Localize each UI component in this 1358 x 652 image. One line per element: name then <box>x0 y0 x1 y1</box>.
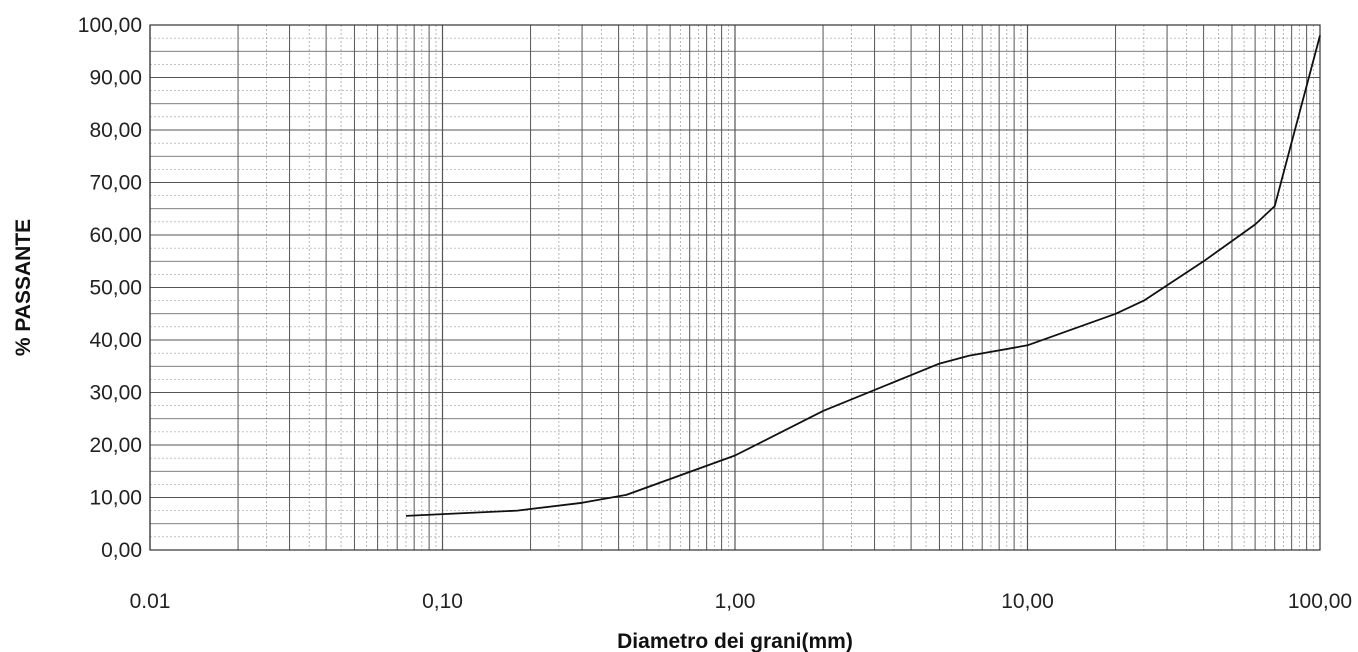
y-tick-label: 80,00 <box>89 119 142 142</box>
y-tick-label: 30,00 <box>89 382 142 405</box>
y-tick-label: 60,00 <box>89 224 142 247</box>
y-tick-label: 40,00 <box>89 329 142 352</box>
y-tick-label: 70,00 <box>89 172 142 195</box>
y-tick-label: 10,00 <box>89 487 142 510</box>
y-tick-label: 50,00 <box>89 277 142 300</box>
y-tick-label: 0,00 <box>101 539 142 562</box>
x-tick-label: 0,10 <box>422 590 463 613</box>
y-tick-label: 100,00 <box>78 14 142 37</box>
series-layer <box>405 35 1321 517</box>
x-axis-title: Diametro dei grani(mm) <box>617 630 853 652</box>
x-tick-label: 10,00 <box>1001 590 1054 613</box>
y-tick-labels: 0,00 10,00 20,00 30,00 40,00 50,00 60,00 70,00 8… <box>78 14 142 562</box>
plot-border <box>149 24 1321 551</box>
series-line <box>405 35 1321 517</box>
y-axis-title: % PASSANTE <box>12 219 35 356</box>
y-tick-label: 90,00 <box>89 67 142 90</box>
y-tick-label: 20,00 <box>89 434 142 457</box>
x-tick-label: 100,00 <box>1288 590 1352 613</box>
x-tick-label: 0.01 <box>130 590 171 613</box>
x-tick-labels: 0.01 0,10 1,00 10,00 100,00 <box>130 590 1353 613</box>
x-tick-label: 1,00 <box>715 590 756 613</box>
